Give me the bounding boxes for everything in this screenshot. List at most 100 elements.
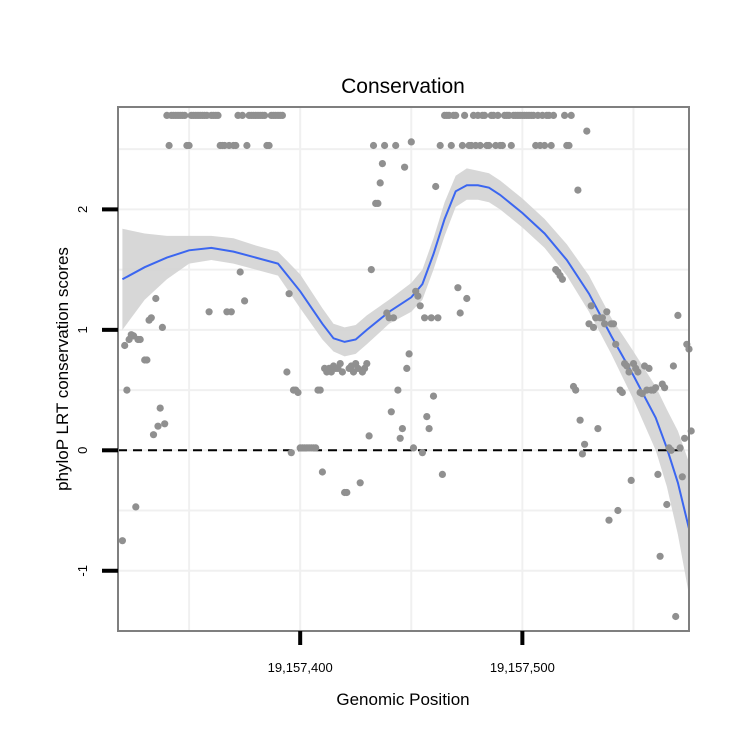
x-axis: 19,157,400 19,157,500: [268, 631, 555, 675]
data-point: [447, 141, 455, 150]
data-point: [681, 434, 689, 442]
data-point: [136, 335, 144, 344]
data-point: [438, 470, 446, 478]
data-point: [609, 320, 618, 328]
data-point: [123, 386, 131, 394]
data-point: [429, 392, 438, 400]
data-point: [605, 516, 613, 524]
data-point: [476, 141, 484, 150]
data-point: [574, 186, 582, 194]
data-point: [578, 450, 587, 458]
data-point: [243, 141, 251, 150]
data-point: [381, 141, 389, 150]
data-point: [336, 360, 344, 368]
data-point: [261, 111, 269, 119]
data-point: [663, 500, 671, 509]
y-axis-label: phyloP LRT conservation scores: [53, 247, 72, 491]
x-tick-label: 19,157,400: [268, 660, 333, 675]
data-point: [674, 311, 682, 319]
data-point: [156, 404, 164, 412]
data-point: [398, 425, 406, 433]
data-point: [378, 160, 386, 168]
data-point: [625, 368, 633, 376]
data-point: [618, 388, 626, 397]
y-tick-label: 1: [75, 326, 90, 333]
data-point: [285, 290, 293, 298]
data-point: [434, 314, 442, 322]
data-point: [143, 356, 151, 364]
data-point: [452, 111, 460, 119]
data-point: [572, 386, 580, 394]
data-point: [376, 179, 384, 187]
data-point: [547, 141, 555, 150]
data-point: [598, 314, 607, 322]
data-point: [161, 420, 169, 428]
data-point: [549, 111, 558, 119]
data-point: [423, 413, 431, 421]
data-point: [454, 284, 462, 292]
data-point: [121, 341, 129, 350]
data-point: [594, 425, 602, 433]
data-point: [461, 111, 469, 119]
data-point: [601, 320, 609, 328]
data-point: [481, 111, 489, 119]
data-point: [427, 314, 435, 322]
data-point: [287, 449, 295, 457]
data-point: [634, 368, 642, 376]
data-point: [418, 449, 426, 457]
y-tick-label: -1: [75, 565, 90, 577]
data-point: [603, 308, 611, 316]
data-point: [669, 362, 678, 370]
data-point: [565, 141, 573, 150]
data-point: [405, 350, 413, 358]
data-point: [623, 362, 631, 370]
data-point: [432, 182, 440, 191]
data-point: [541, 141, 549, 150]
data-point: [236, 268, 244, 276]
data-point: [294, 388, 302, 397]
data-point: [232, 141, 240, 150]
data-point: [485, 141, 493, 150]
data-point: [356, 479, 364, 487]
data-point: [425, 425, 433, 433]
data-point: [165, 141, 173, 150]
data-point: [436, 141, 444, 150]
data-point: [394, 386, 402, 394]
data-point: [316, 386, 324, 394]
y-tick-label: 0: [75, 447, 90, 454]
data-point: [627, 476, 635, 484]
data-point: [265, 141, 273, 150]
data-point: [401, 163, 409, 171]
data-point: [678, 473, 686, 481]
data-point: [612, 340, 620, 348]
data-point: [241, 297, 249, 305]
data-point: [185, 141, 193, 150]
data-point: [458, 141, 466, 150]
data-point: [456, 309, 464, 317]
data-point: [363, 360, 371, 368]
data-point: [409, 444, 418, 452]
data-point: [667, 446, 675, 454]
data-point: [154, 422, 162, 430]
data-point: [181, 111, 189, 119]
data-point: [396, 434, 404, 442]
data-points: [118, 111, 695, 621]
data-point: [367, 266, 375, 274]
data-point: [318, 468, 326, 476]
data-point: [343, 488, 351, 497]
data-point: [389, 314, 398, 322]
data-point: [392, 141, 400, 150]
data-point: [656, 552, 664, 560]
data-point: [672, 612, 680, 621]
data-point: [338, 368, 346, 376]
data-point: [214, 111, 222, 119]
data-point: [205, 308, 213, 316]
data-point: [365, 432, 373, 440]
data-point: [414, 292, 422, 300]
data-point: [158, 323, 166, 331]
data-point: [645, 364, 653, 372]
chart-title: Conservation: [341, 75, 465, 98]
data-point: [374, 199, 382, 207]
data-point: [227, 308, 235, 316]
